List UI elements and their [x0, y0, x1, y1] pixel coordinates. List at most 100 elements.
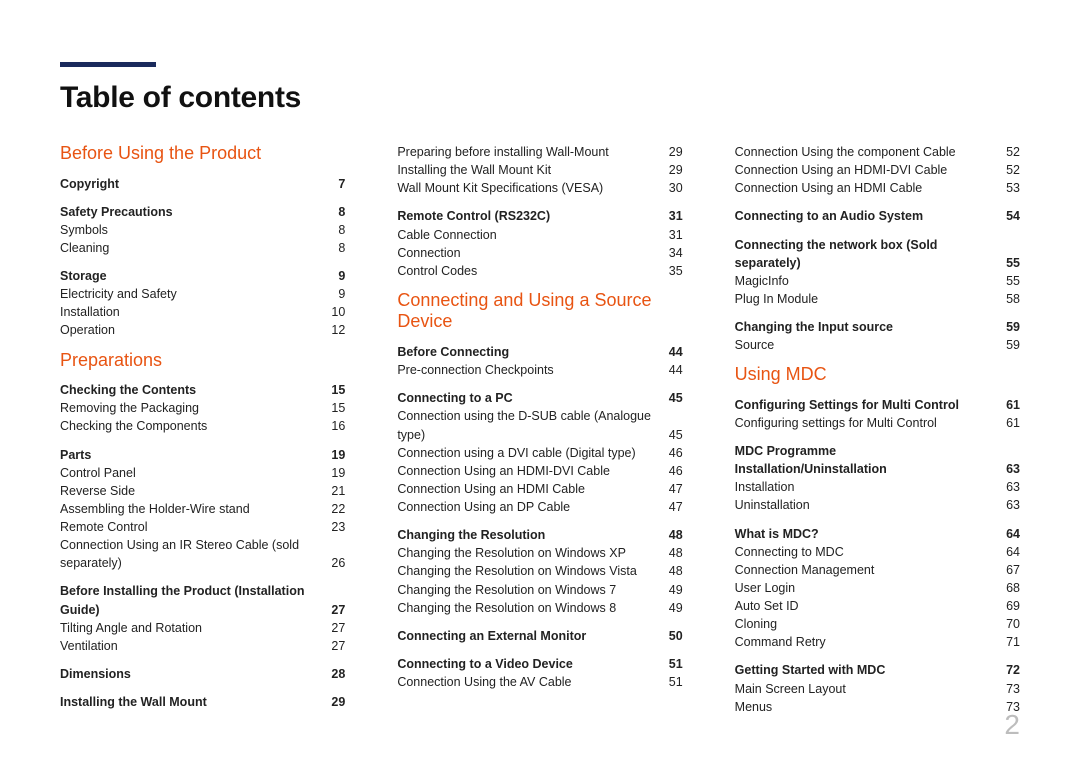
toc-row[interactable]: Safety Precautions8 — [60, 203, 345, 221]
toc-row[interactable]: Configuring Settings for Multi Control61 — [735, 396, 1020, 414]
toc-row[interactable]: Cable Connection31 — [397, 226, 682, 244]
toc-row[interactable]: Reverse Side21 — [60, 482, 345, 500]
toc-page-number: 9 — [321, 267, 345, 285]
toc-row[interactable]: Changing the Resolution48 — [397, 526, 682, 544]
toc-row[interactable]: Connection Using an HDMI-DVI Cable46 — [397, 462, 682, 480]
toc-row[interactable]: Pre-connection Checkpoints44 — [397, 361, 682, 379]
toc-label: Changing the Resolution on Windows 8 — [397, 599, 658, 617]
toc-row[interactable]: Assembling the Holder-Wire stand22 — [60, 500, 345, 518]
toc-label: Installing the Wall Mount — [60, 693, 321, 711]
toc-row[interactable]: Installation10 — [60, 303, 345, 321]
toc-group: Connecting an External Monitor50 — [397, 627, 682, 645]
toc-row[interactable]: Connection34 — [397, 244, 682, 262]
toc-row[interactable]: Changing the Resolution on Windows Vista… — [397, 562, 682, 580]
toc-row[interactable]: Uninstallation63 — [735, 496, 1020, 514]
toc-row[interactable]: Parts19 — [60, 446, 345, 464]
toc-label: Remote Control — [60, 518, 321, 536]
toc-page-number: 29 — [321, 693, 345, 711]
toc-page-number: 72 — [996, 661, 1020, 679]
toc-row[interactable]: Copyright7 — [60, 175, 345, 193]
toc-row[interactable]: Changing the Resolution on Windows XP48 — [397, 544, 682, 562]
toc-row[interactable]: What is MDC?64 — [735, 525, 1020, 543]
toc-label: Connection Management — [735, 561, 996, 579]
toc-row[interactable]: Installing the Wall Mount Kit29 — [397, 161, 682, 179]
toc-page-number: 55 — [996, 254, 1020, 272]
toc-row[interactable]: Plug In Module58 — [735, 290, 1020, 308]
toc-row[interactable]: Before Installing the Product (Installat… — [60, 582, 345, 618]
toc-row[interactable]: Wall Mount Kit Specifications (VESA)30 — [397, 179, 682, 197]
toc-page-number: 71 — [996, 633, 1020, 651]
toc-row[interactable]: Auto Set ID69 — [735, 597, 1020, 615]
toc-row[interactable]: Control Panel19 — [60, 464, 345, 482]
toc-page-number: 22 — [321, 500, 345, 518]
toc-row[interactable]: Connection Using an DP Cable47 — [397, 498, 682, 516]
toc-row[interactable]: Connecting to MDC64 — [735, 543, 1020, 561]
toc-label: Connecting to an Audio System — [735, 207, 996, 225]
toc-row[interactable]: Remote Control (RS232C)31 — [397, 207, 682, 225]
toc-group: Before Installing the Product (Installat… — [60, 582, 345, 655]
toc-row[interactable]: Cleaning8 — [60, 239, 345, 257]
toc-page-number: 10 — [321, 303, 345, 321]
toc-label: Pre-connection Checkpoints — [397, 361, 658, 379]
toc-page: Table of contents Before Using the Produ… — [0, 0, 1080, 763]
toc-row[interactable]: User Login68 — [735, 579, 1020, 597]
toc-row[interactable]: Connecting to a PC45 — [397, 389, 682, 407]
toc-row[interactable]: Control Codes35 — [397, 262, 682, 280]
toc-row[interactable]: Getting Started with MDC72 — [735, 661, 1020, 679]
toc-row[interactable]: Connection using the D-SUB cable (Analog… — [397, 407, 682, 443]
toc-row[interactable]: Connection Using the component Cable52 — [735, 143, 1020, 161]
toc-page-number: 44 — [659, 361, 683, 379]
toc-row[interactable]: Cloning70 — [735, 615, 1020, 633]
toc-row[interactable]: Connecting to an Audio System54 — [735, 207, 1020, 225]
toc-row[interactable]: Installing the Wall Mount29 — [60, 693, 345, 711]
toc-label: Auto Set ID — [735, 597, 996, 615]
toc-row[interactable]: Removing the Packaging15 — [60, 399, 345, 417]
toc-label: Cloning — [735, 615, 996, 633]
toc-row[interactable]: Configuring settings for Multi Control61 — [735, 414, 1020, 432]
toc-row[interactable]: Preparing before installing Wall-Mount29 — [397, 143, 682, 161]
toc-row[interactable]: Installation63 — [735, 478, 1020, 496]
toc-row[interactable]: MDC Programme Installation/Uninstallatio… — [735, 442, 1020, 478]
toc-row[interactable]: Operation12 — [60, 321, 345, 339]
toc-row[interactable]: Connection Using an HDMI Cable53 — [735, 179, 1020, 197]
toc-page-number: 61 — [996, 414, 1020, 432]
toc-row[interactable]: Checking the Contents15 — [60, 381, 345, 399]
toc-row[interactable]: Connection Using an HDMI Cable47 — [397, 480, 682, 498]
toc-label: Connecting to a Video Device — [397, 655, 658, 673]
toc-row[interactable]: Storage9 — [60, 267, 345, 285]
toc-page-number: 30 — [659, 179, 683, 197]
toc-row[interactable]: Ventilation27 — [60, 637, 345, 655]
toc-group: Copyright7 — [60, 175, 345, 193]
toc-label: Operation — [60, 321, 321, 339]
toc-row[interactable]: Connecting the network box (Sold separat… — [735, 236, 1020, 272]
toc-row[interactable]: Menus73 — [735, 698, 1020, 716]
toc-row[interactable]: Changing the Resolution on Windows 849 — [397, 599, 682, 617]
toc-row[interactable]: Connection Using an IR Stereo Cable (sol… — [60, 536, 345, 572]
toc-row[interactable]: Connection Management67 — [735, 561, 1020, 579]
toc-row[interactable]: Changing the Resolution on Windows 749 — [397, 581, 682, 599]
toc-group: Checking the Contents15Removing the Pack… — [60, 381, 345, 435]
toc-page-number: 59 — [996, 318, 1020, 336]
toc-row[interactable]: Symbols8 — [60, 221, 345, 239]
toc-page-number: 54 — [996, 207, 1020, 225]
toc-label: Connection — [397, 244, 658, 262]
toc-row[interactable]: Connection Using an HDMI-DVI Cable52 — [735, 161, 1020, 179]
toc-row[interactable]: Main Screen Layout73 — [735, 680, 1020, 698]
toc-row[interactable]: Dimensions28 — [60, 665, 345, 683]
toc-row[interactable]: Tilting Angle and Rotation27 — [60, 619, 345, 637]
toc-label: User Login — [735, 579, 996, 597]
accent-rule — [60, 62, 156, 67]
toc-row[interactable]: Connection using a DVI cable (Digital ty… — [397, 444, 682, 462]
toc-row[interactable]: Before Connecting44 — [397, 343, 682, 361]
toc-row[interactable]: Source59 — [735, 336, 1020, 354]
toc-row[interactable]: Electricity and Safety9 — [60, 285, 345, 303]
toc-row[interactable]: Connecting to a Video Device51 — [397, 655, 682, 673]
toc-row[interactable]: Connection Using the AV Cable51 — [397, 673, 682, 691]
toc-row[interactable]: Command Retry71 — [735, 633, 1020, 651]
toc-row[interactable]: Changing the Input source59 — [735, 318, 1020, 336]
toc-label: Changing the Resolution — [397, 526, 658, 544]
toc-row[interactable]: Connecting an External Monitor50 — [397, 627, 682, 645]
toc-row[interactable]: MagicInfo55 — [735, 272, 1020, 290]
toc-row[interactable]: Remote Control23 — [60, 518, 345, 536]
toc-row[interactable]: Checking the Components16 — [60, 417, 345, 435]
